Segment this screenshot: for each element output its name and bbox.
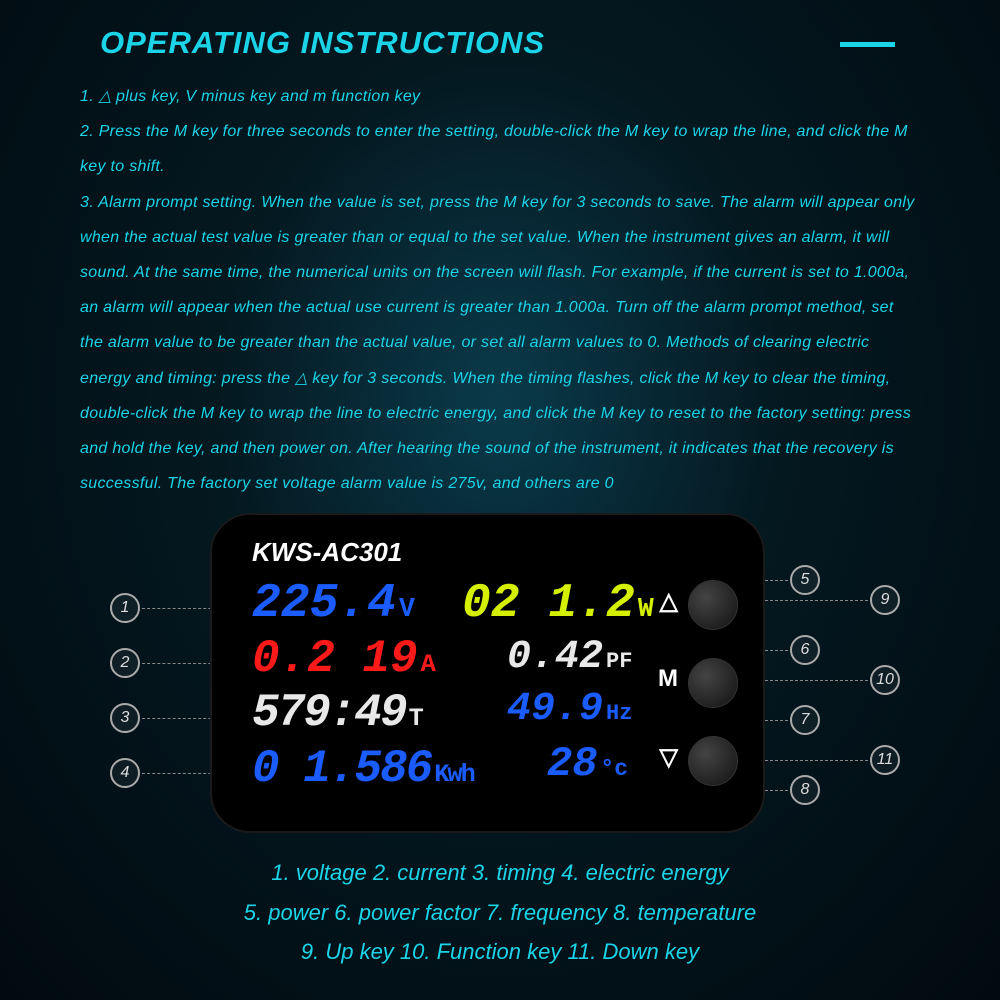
model-label: KWS-AC301 xyxy=(252,537,402,568)
callout-5: 5 xyxy=(790,565,820,595)
callout-1: 1 xyxy=(110,593,140,623)
callout-line xyxy=(760,760,868,761)
reading-pf: 0.42PF xyxy=(507,635,632,680)
legend-block: 1. voltage 2. current 3. timing 4. elect… xyxy=(0,843,1000,972)
callout-line xyxy=(760,680,868,681)
legend-line-2: 5. power 6. power factor 7. frequency 8.… xyxy=(0,893,1000,933)
callout-6: 6 xyxy=(790,635,820,665)
callout-9: 9 xyxy=(870,585,900,615)
instruction-1: 1. △ plus key, V minus key and m functio… xyxy=(80,88,420,105)
legend-line-1: 1. voltage 2. current 3. timing 4. elect… xyxy=(0,853,1000,893)
instruction-2: 2. Press the M key for three seconds to … xyxy=(80,123,908,175)
callout-3: 3 xyxy=(110,703,140,733)
legend-line-3: 9. Up key 10. Function key 11. Down key xyxy=(0,932,1000,972)
callout-10: 10 xyxy=(870,665,900,695)
callout-line xyxy=(760,600,868,601)
lcd-screen: 225.4V 0.2 19A 579:49T 0 1.586Kwh 02 1.2… xyxy=(247,575,647,805)
reading-freq: 49.9Hz xyxy=(507,687,632,732)
fn-icon: M xyxy=(658,665,678,693)
instruction-3: 3. Alarm prompt setting. When the value … xyxy=(80,194,915,493)
function-button[interactable] xyxy=(688,658,738,708)
up-button[interactable] xyxy=(688,580,738,630)
callout-4: 4 xyxy=(110,758,140,788)
down-button[interactable] xyxy=(688,736,738,786)
callout-8: 8 xyxy=(790,775,820,805)
reading-energy: 0 1.586Kwh xyxy=(252,743,474,795)
reading-voltage: 225.4V xyxy=(252,577,415,631)
callout-7: 7 xyxy=(790,705,820,735)
instructions-block: 1. △ plus key, V minus key and m functio… xyxy=(0,61,1000,501)
device-body: KWS-AC301 225.4V 0.2 19A 579:49T 0 1.586… xyxy=(210,513,765,833)
device-diagram: 1 2 3 4 5 6 7 8 9 10 11 KWS-AC301 225.4V… xyxy=(0,513,1000,843)
reading-temp: 28°c xyxy=(547,740,628,788)
callout-11: 11 xyxy=(870,745,900,775)
page-title: OPERATING INSTRUCTIONS xyxy=(0,0,1000,61)
reading-power: 02 1.2W xyxy=(462,577,654,631)
callout-2: 2 xyxy=(110,648,140,678)
title-accent-bar xyxy=(840,42,895,47)
reading-current: 0.2 19A xyxy=(252,633,436,685)
down-icon: ▽ xyxy=(660,743,678,772)
up-icon: △ xyxy=(660,587,678,616)
reading-timing: 579:49T xyxy=(252,687,422,739)
